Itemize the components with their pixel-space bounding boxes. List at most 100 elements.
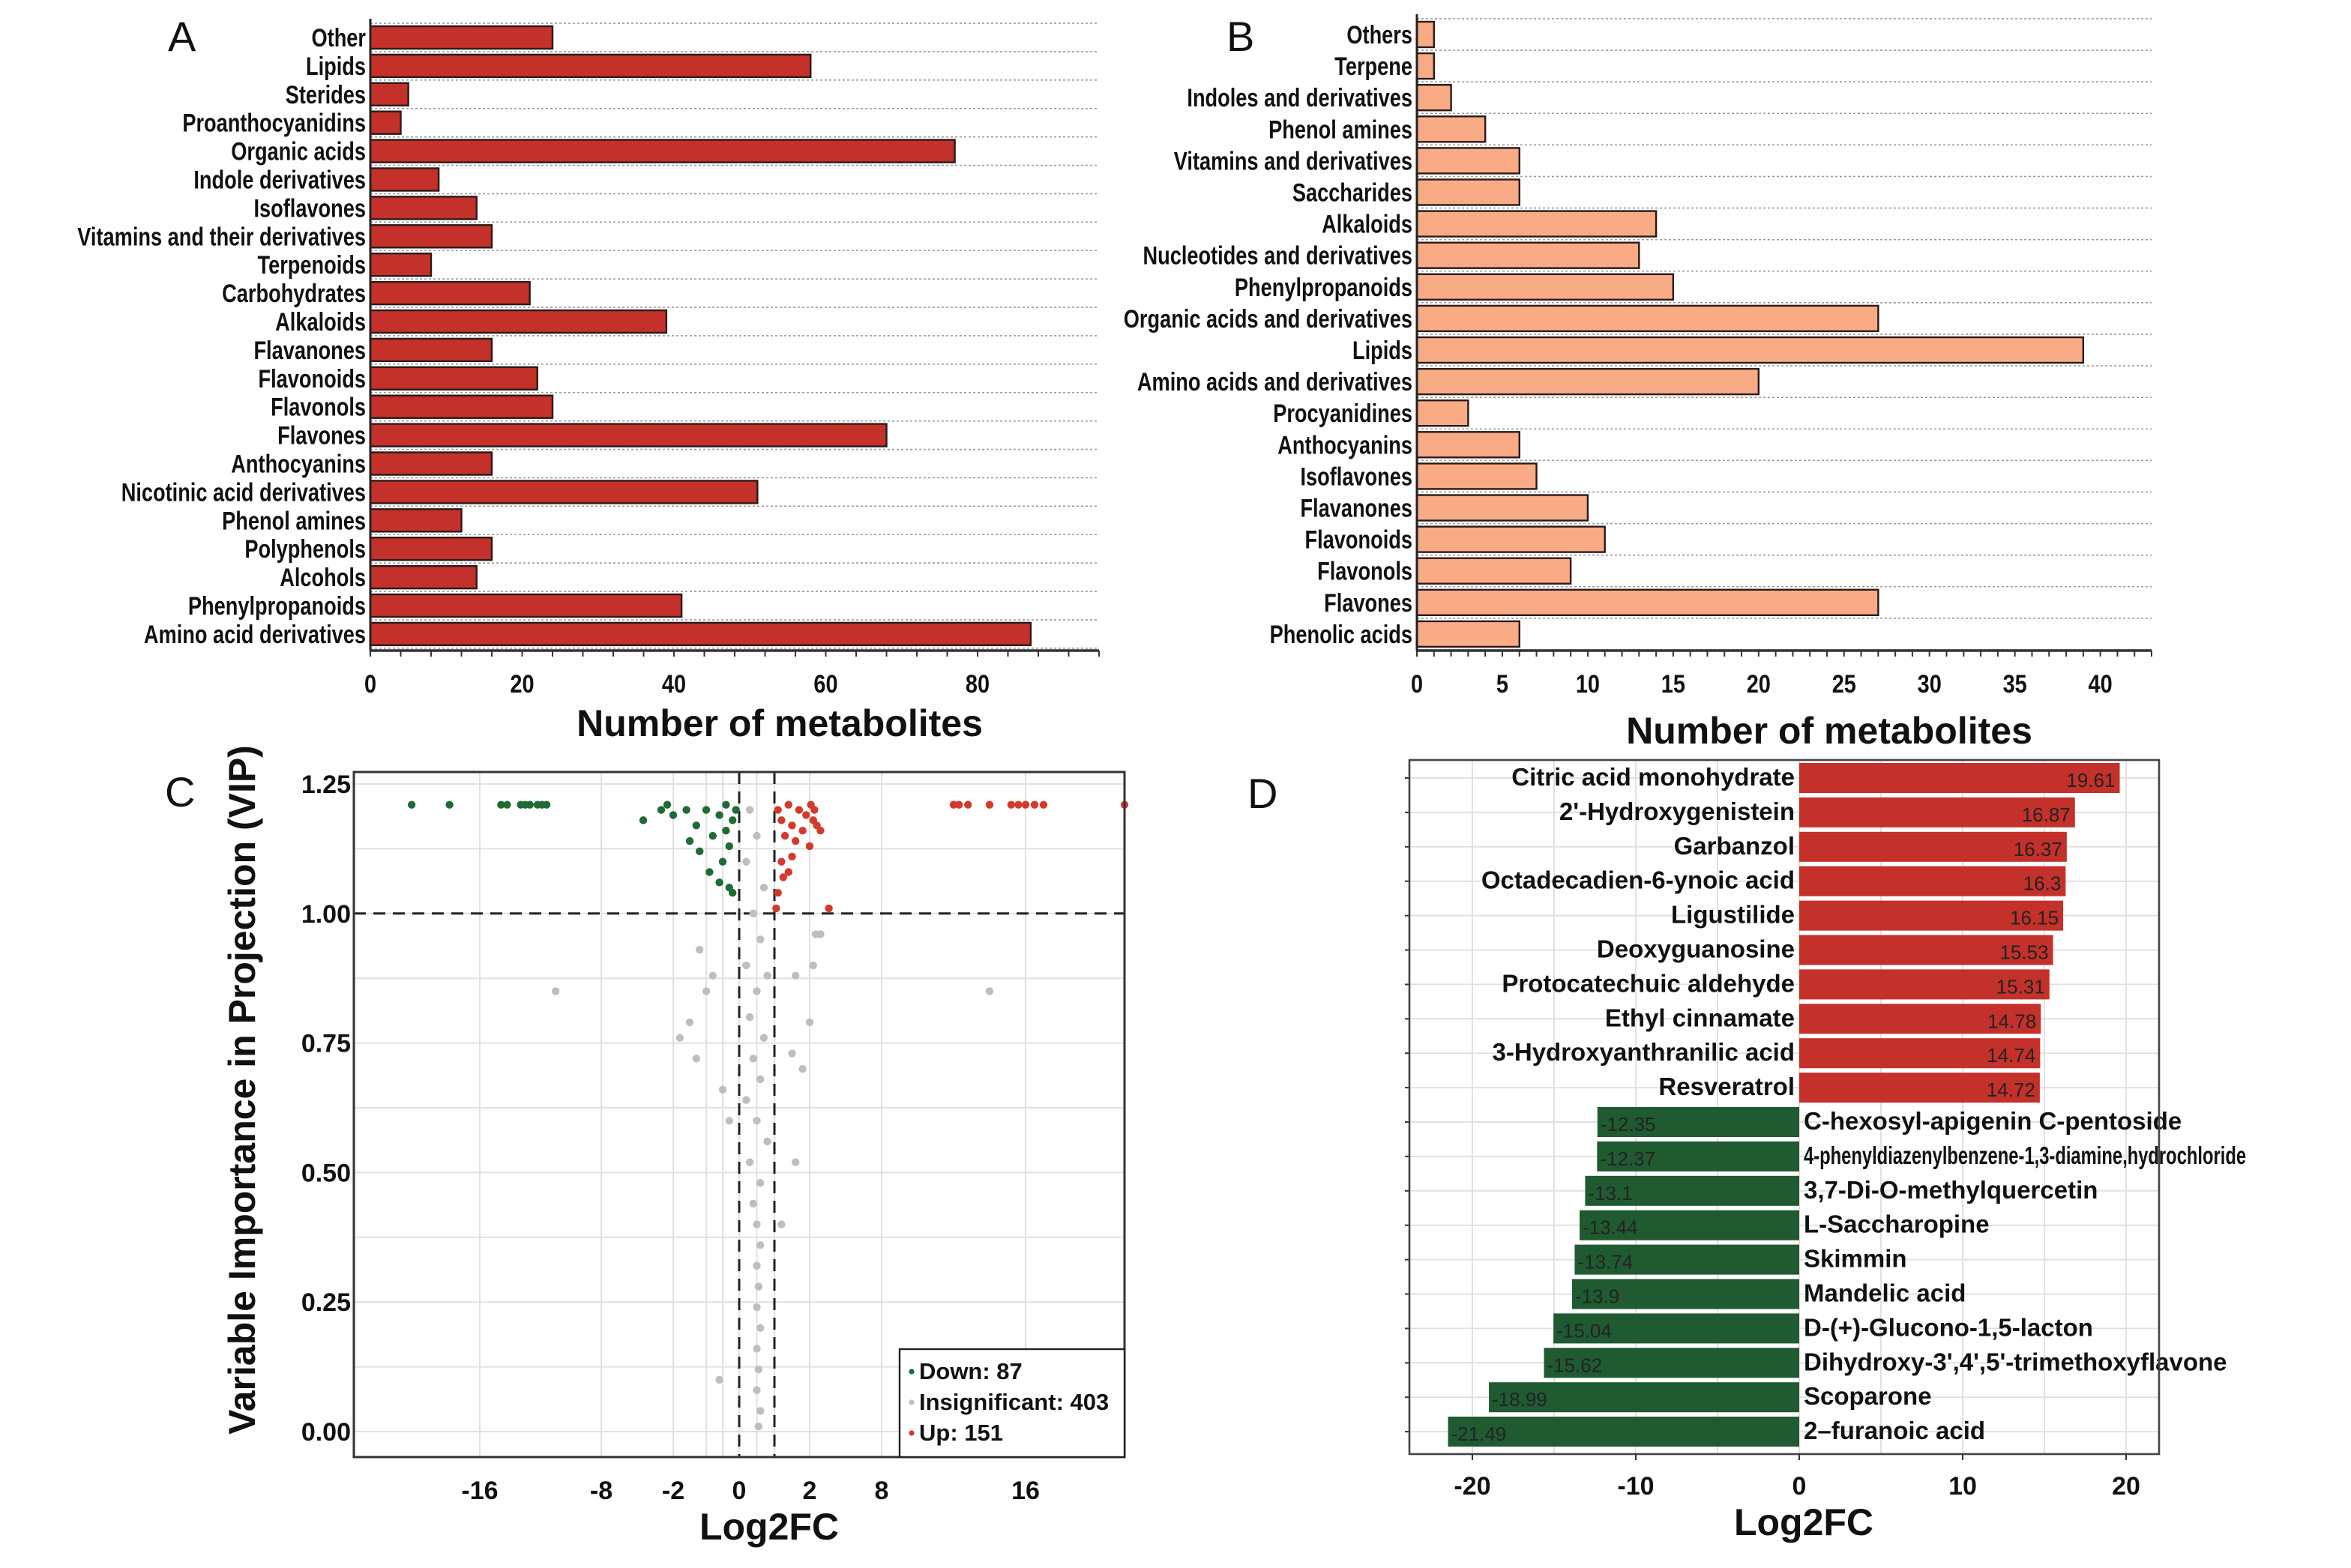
panel-c-point-ns [753,831,761,840]
panel-c-point-up [949,800,958,809]
panel-b-bar [1415,588,1879,616]
panel-d-bar-down [1448,1417,1799,1447]
panel-c-x-tick-label: 8 [875,1477,889,1505]
panel-c-point-ns [788,1049,796,1058]
panel-c-y-tick-label: 1.25 [301,771,351,799]
panel-c-point-up [788,852,796,860]
panel-c-point-down [503,800,511,809]
panel-c-x-tick-label: 2 [803,1477,817,1505]
panel-c-point-up [955,800,963,809]
panel-b-bar [1415,147,1520,175]
panel-c-point-down [542,800,551,809]
panel-a-category-label: Proanthocyanidins [182,109,366,138]
panel-c-point-ns [745,1013,754,1022]
panel-c-point-down [708,831,717,840]
panel-d-category-label: Ligustilide [1671,901,1795,929]
panel-b-bar [1415,115,1487,143]
panel-c-point-ns [745,1158,754,1166]
panel-c-point-down [718,857,727,866]
panel-c-point-ns [718,1085,727,1094]
panel-c-point-ns [792,1158,800,1166]
panel-c-point-ns [805,1018,814,1027]
panel-d-value-label: -15.62 [1547,1354,1602,1376]
panel-a-bar [369,621,1032,647]
panel-a-category-label: Organic acids [231,137,366,166]
panel-b-category-label: Saccharides [1292,178,1412,208]
panel-c-point-up [805,842,814,851]
panel-a-bar-chart: A Number of metabolites OtherLipidsSteri… [77,13,1100,744]
panel-c-point-ns [749,1199,757,1208]
panel-c-point-ns [756,1324,765,1332]
panel-d-category-label: Garbanzol [1674,832,1795,860]
panel-a-category-label: Flavones [277,421,366,450]
panel-c-point-up [792,836,800,845]
panel-c-x-axis-title: Log2FC [699,1506,839,1548]
panel-b-bar [1415,336,2085,364]
panel-a-bar [369,451,493,476]
panel-c-legend-box [898,1348,1126,1459]
panel-c-point-ns [753,1303,761,1312]
panel-b-category-label: Amino acids and derivatives [1137,367,1412,396]
panel-c-point-up [1014,800,1023,809]
panel-a-bar [369,480,759,504]
panel-c-point-down [715,878,723,887]
panel-c-point-down [729,816,737,824]
panel-label-b: B [1226,13,1254,60]
panel-a-bar [369,537,493,561]
panel-a-x-axis-title: Number of metabolites [577,702,983,744]
panel-c-point-down [497,800,505,809]
panel-b-category-label: Organic acids and derivatives [1124,304,1412,334]
panel-a-bar [369,82,409,107]
panel-b-category-label: Flavones [1324,588,1412,618]
panel-c-x-tick-label: -8 [590,1477,612,1505]
panel-c-point-up [777,857,786,866]
panel-c-legend-label: Insignificant: 403 [919,1389,1109,1415]
panel-c-point-ns [754,1365,763,1374]
panel-d-value-label: -21.49 [1451,1423,1507,1445]
panel-d-category-label: Deoxyguanosine [1597,935,1795,963]
panel-c-y-tick-label: 1.00 [301,900,351,929]
panel-c-point-down [663,800,672,809]
panel-b-bar [1415,431,1520,459]
panel-b-bar [1415,273,1675,301]
panel-c-frame [352,771,1126,1459]
panel-a-bar [369,564,478,590]
panel-b-x-tick-label: 25 [1832,669,1856,699]
panel-a-category-label: Alkaloids [275,307,366,337]
panel-b-category-label: Others [1346,20,1412,49]
panel-b-x-tick-label: 0 [1411,669,1423,699]
panel-d-category-label: L-Saccharopine [1804,1210,1990,1238]
panel-c-point-ns [749,1055,757,1063]
panel-b-bar [1415,525,1606,553]
panel-d-bar-up [1799,1073,2040,1103]
panel-a-category-label: Flavanones [253,336,366,365]
panel-c-point-ns [742,1096,750,1104]
panel-b-bar [1415,241,1640,269]
panel-d-bar-down [1597,1141,1799,1172]
panel-c-point-ns [696,945,704,954]
panel-d-category-label: Octadecadien-6-ynoic acid [1481,866,1795,894]
panel-c-legend-swatch-ns [909,1399,915,1405]
panel-d-value-label: 16.15 [2010,907,2059,929]
panel-c-point-ns [792,971,800,980]
panel-b-x-tick-label: 10 [1576,669,1600,699]
panel-d-category-label: 4-phenyldiazenylbenzene-1,3-diamine,hydr… [1804,1142,2246,1170]
panel-c-point-down [682,806,690,814]
panel-d-category-label: Protocatechuic aldehyde [1502,969,1795,997]
panel-d-category-label: Skimmin [1804,1245,1907,1273]
panel-c-point-ns [725,1117,733,1125]
panel-c-point-ns [753,1386,761,1394]
panel-c-point-up [810,806,819,814]
panel-b-bar [1415,367,1760,396]
panel-d-x-tick-label: 0 [1792,1472,1807,1501]
panel-d-bar-down [1585,1175,1799,1206]
panel-c-x-tick-label: -2 [662,1477,684,1505]
panel-c-point-down [702,806,711,814]
panel-a-category-label: Alcohols [280,563,366,592]
panel-d-value-label: 16.37 [2014,838,2062,860]
panel-d-x-axis-title: Log2FC [1734,1501,1873,1543]
panel-a-bar [369,309,668,334]
panel-a-category-label: Carbohydrates [222,279,366,308]
panel-c-point-ns [754,1422,763,1431]
panel-a-bar [369,167,440,192]
